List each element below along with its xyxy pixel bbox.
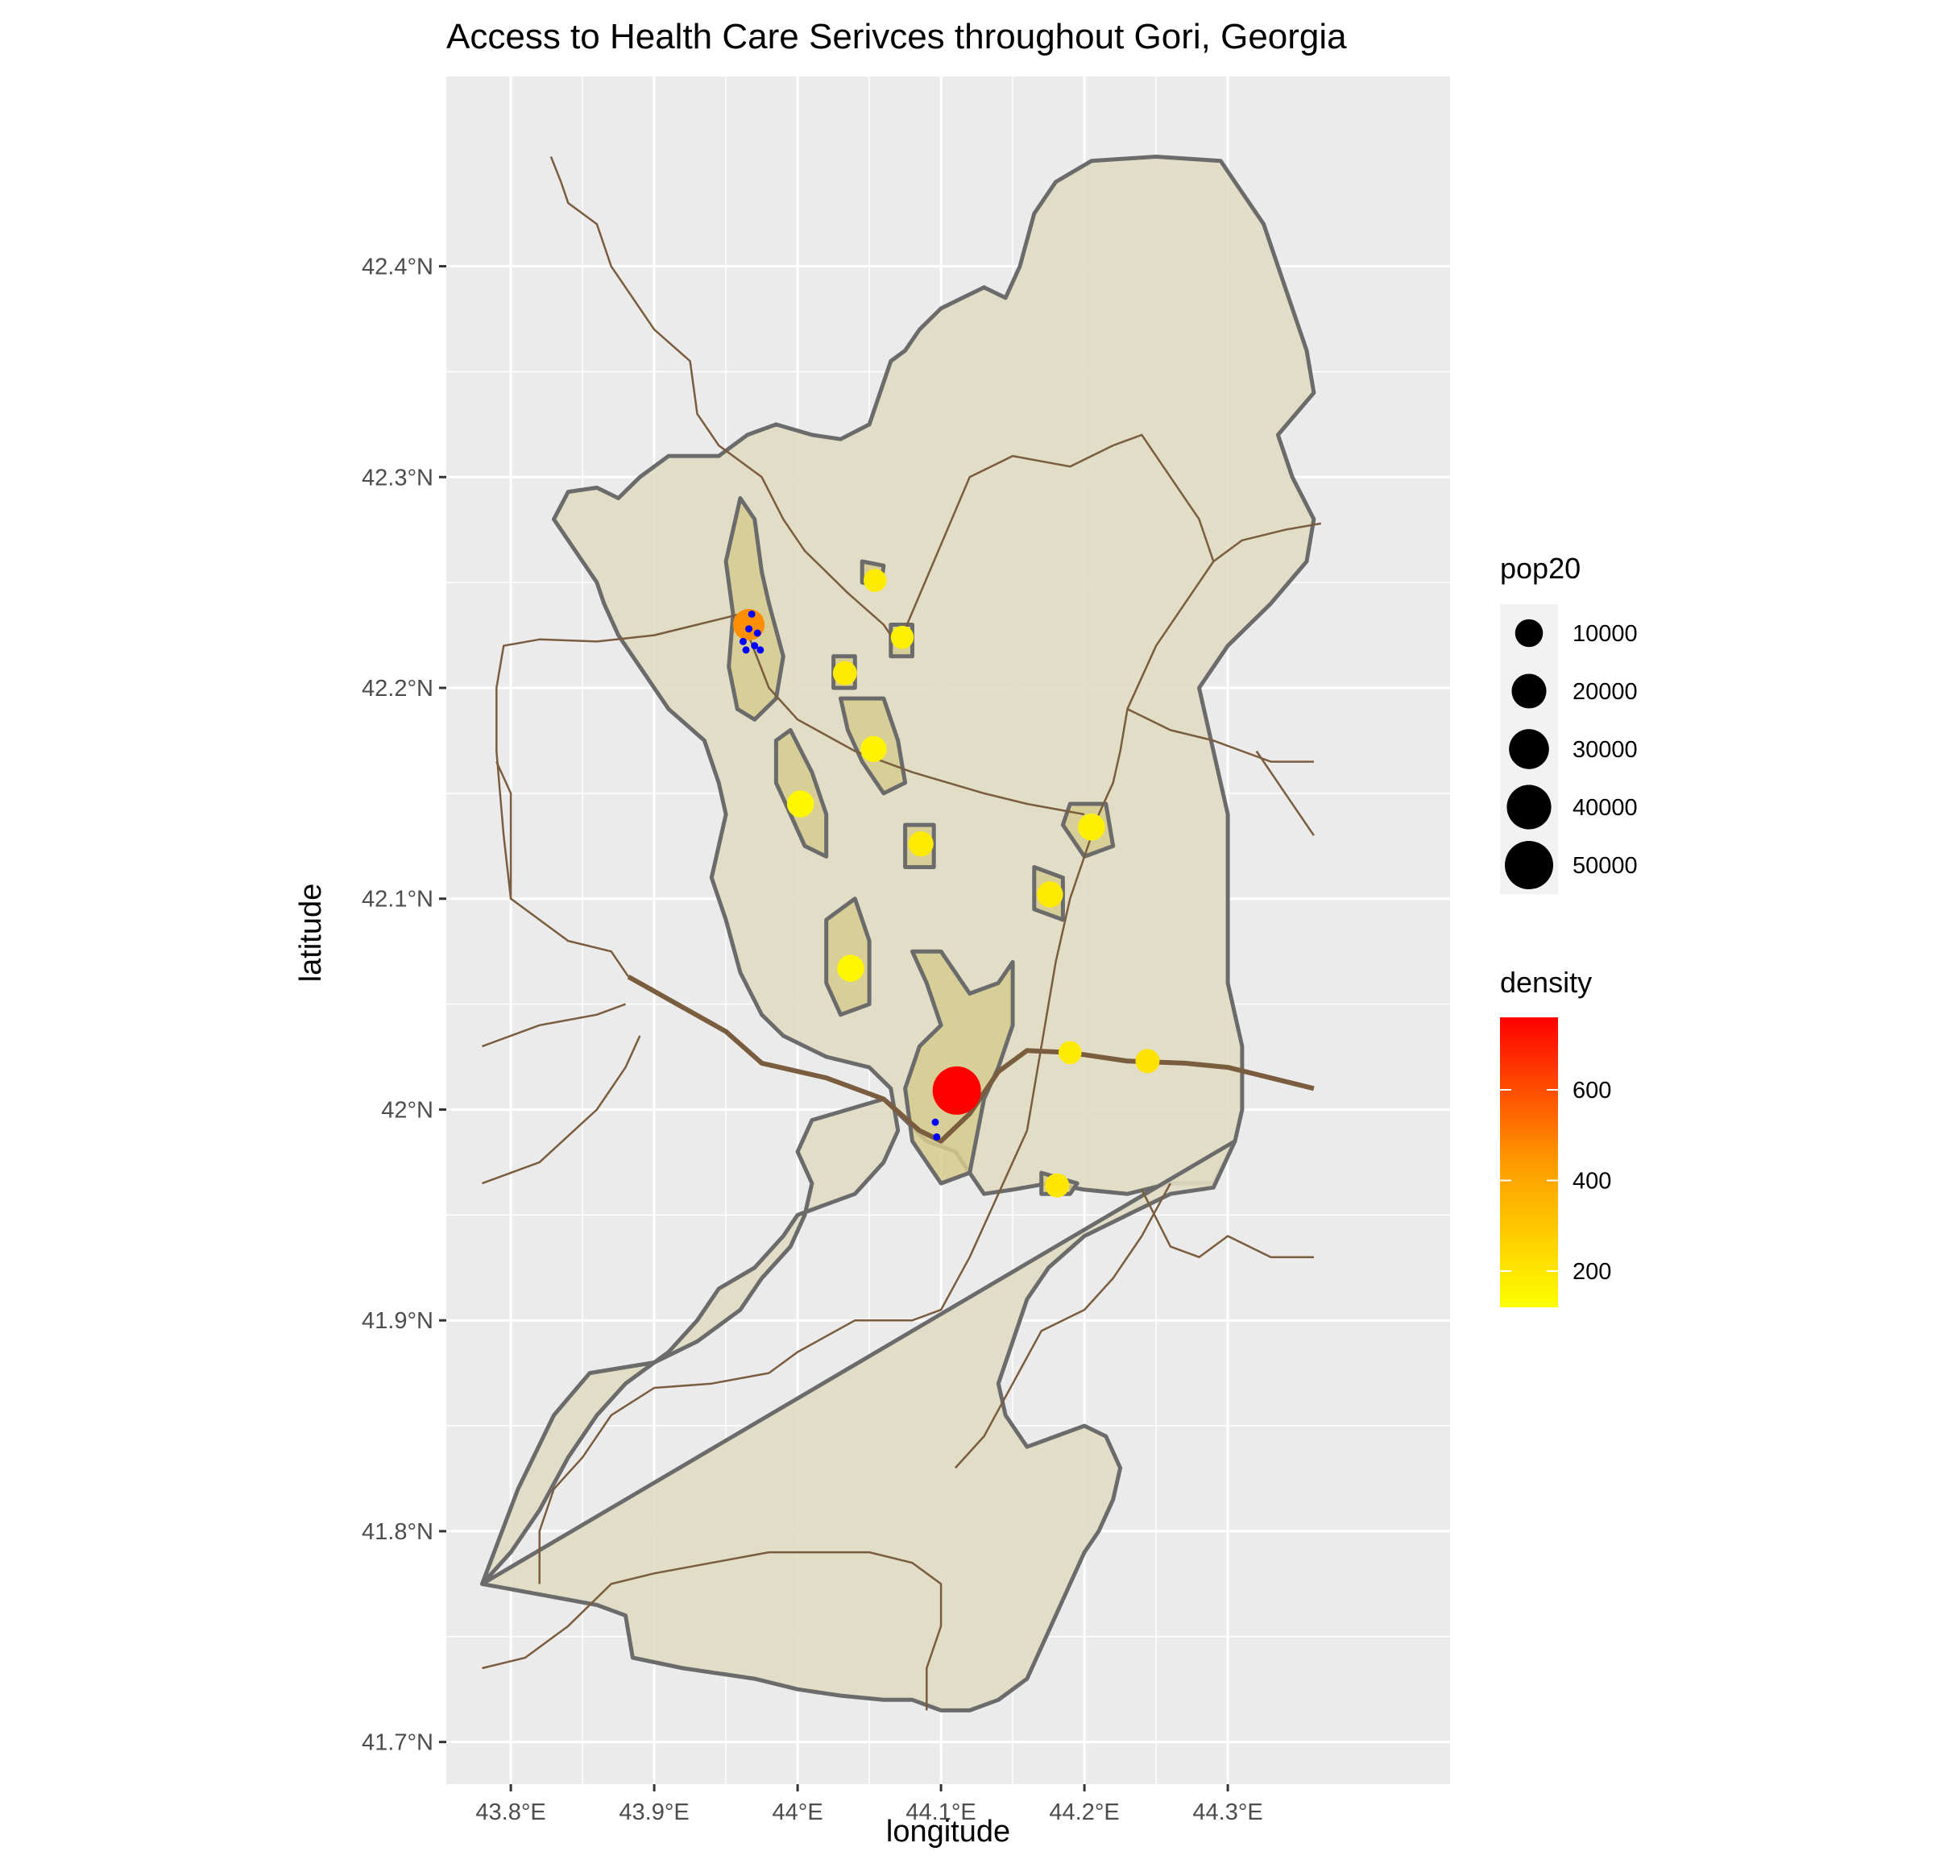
- settlement-point: [908, 831, 934, 857]
- x-tick-label: 44.1°E: [905, 1799, 976, 1825]
- legend-pop20-label: 50000: [1573, 853, 1638, 879]
- roads: [482, 156, 1322, 1711]
- health-facility-point: [739, 637, 747, 645]
- x-tick-label: 44.3°E: [1192, 1799, 1262, 1825]
- y-axis-title: latitude: [294, 884, 328, 983]
- legend-pop20-key: [1505, 841, 1553, 889]
- health-facility-point: [742, 646, 750, 654]
- y-tick-label: 42°N: [381, 1097, 433, 1123]
- health-facility-point: [748, 610, 756, 618]
- y-axis: 41.7°N 41.8°N 41.9°N 42°N 42.1°N 42.2°N 42.3°N…: [362, 255, 446, 1756]
- road-minor: [482, 1003, 626, 1048]
- chart-title: Access to Health Care Serivces throughou…: [446, 17, 1347, 56]
- y-tick-label: 42.1°N: [362, 887, 433, 913]
- settlement-point: [1078, 813, 1105, 841]
- settlement-point: [786, 790, 814, 818]
- road-minor: [538, 522, 1322, 1584]
- health-facility-point: [756, 646, 765, 654]
- x-tick-label: 44°E: [772, 1799, 823, 1825]
- y-tick-label: 42.3°N: [362, 465, 433, 491]
- road-minor: [495, 613, 741, 978]
- road-minor: [1141, 1189, 1314, 1258]
- legend-pop20-key: [1506, 785, 1552, 830]
- settlement-points: [732, 569, 1160, 1198]
- settlement-point: [863, 569, 887, 592]
- legend-pop20: pop20 10000 20000 30000 40000 50000: [1500, 552, 1638, 894]
- y-tick-label: 42.2°N: [362, 676, 433, 702]
- district-boundary: [480, 155, 1316, 1712]
- road-minor: [1255, 750, 1315, 836]
- road-minor: [549, 156, 899, 647]
- health-facilities: [739, 610, 941, 1141]
- legend-pop20-key: [1511, 673, 1547, 709]
- settlement-point: [860, 735, 887, 763]
- settlement-point: [1037, 881, 1063, 908]
- legend-density-label: 200: [1573, 1259, 1611, 1285]
- x-tick-label: 43.8°E: [475, 1799, 545, 1825]
- road-major: [627, 974, 1315, 1144]
- legend-pop20-title: pop20: [1500, 552, 1581, 585]
- x-axis-title: longitude: [886, 1815, 1010, 1849]
- legend-pop20-key: [1515, 619, 1544, 648]
- legend-pop20-label: 10000: [1573, 621, 1638, 647]
- x-tick-label: 43.9°E: [619, 1799, 689, 1825]
- legend-density-title: density: [1500, 966, 1592, 999]
- road-minor: [482, 1035, 641, 1185]
- settlement-point: [1059, 1041, 1082, 1065]
- health-facility-point: [753, 629, 761, 637]
- legend-density-label: 600: [1573, 1078, 1611, 1104]
- legend-density: density 200 400 600: [1500, 966, 1611, 1307]
- local-area: [723, 496, 785, 722]
- district-polygon-south: [480, 1139, 1237, 1712]
- legend-pop20-label: 40000: [1573, 795, 1638, 821]
- settlement-point: [890, 625, 914, 649]
- settlement-point: [1135, 1049, 1160, 1074]
- settlement-point: [1045, 1173, 1070, 1198]
- legend-pop20-label: 20000: [1573, 679, 1638, 705]
- settlement-point: [837, 955, 864, 982]
- settlement-point: [832, 661, 857, 685]
- road-minor: [495, 761, 512, 899]
- road-minor: [897, 433, 1215, 647]
- road-minor: [482, 1551, 943, 1711]
- road-minor: [954, 1182, 1171, 1469]
- legend-pop20-key: [1509, 729, 1549, 769]
- legend-density-colorbar: [1500, 1017, 1558, 1307]
- district-polygon-north: [480, 155, 1316, 1586]
- x-tick-label: 44.2°E: [1049, 1799, 1119, 1825]
- y-tick-label: 42.4°N: [362, 255, 433, 280]
- road-minor: [1126, 708, 1314, 763]
- legend-pop20-label: 30000: [1573, 737, 1638, 763]
- y-tick-label: 41.8°N: [362, 1519, 433, 1545]
- x-axis: 43.8°E 43.9°E 44°E 44.1°E 44.2°E 44.3°E: [475, 1784, 1263, 1825]
- y-tick-label: 41.9°N: [362, 1308, 433, 1334]
- health-facility-point: [745, 625, 753, 633]
- legend-density-label: 400: [1573, 1169, 1611, 1195]
- health-facility-point: [933, 1133, 941, 1141]
- health-facility-point: [751, 642, 759, 650]
- health-facility-point: [931, 1118, 939, 1126]
- y-tick-label: 41.7°N: [362, 1730, 433, 1756]
- road-minor: [739, 613, 1085, 816]
- settlement-point: [932, 1066, 981, 1115]
